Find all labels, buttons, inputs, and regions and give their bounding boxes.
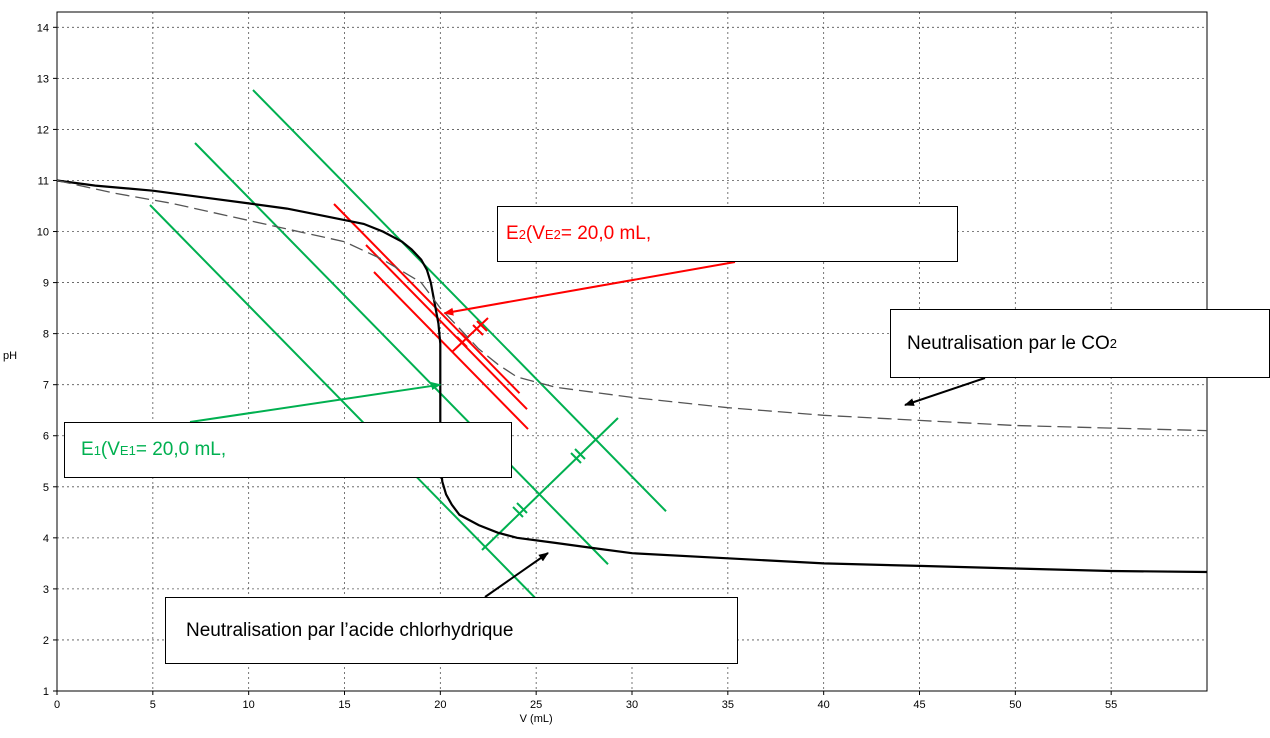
red-equal-mark: [476, 320, 488, 332]
green-perpendicular: [481, 417, 619, 551]
y-tick-label: 12: [37, 124, 49, 136]
co2-titration-curve: [56, 179, 1208, 432]
x-tick-label: 30: [626, 699, 638, 711]
y-tick-label: 13: [37, 73, 49, 85]
green-equal-mark: [512, 506, 524, 518]
green-equal-mark: [516, 502, 528, 514]
tangent-construction: [149, 89, 667, 627]
curves: [56, 179, 1208, 574]
green-tangent-upper: [252, 89, 667, 512]
e1-label-mid: (V: [100, 439, 120, 460]
y-tick-label: 10: [37, 227, 49, 239]
e2-label-main: E: [506, 223, 519, 244]
e1-label-main: E: [81, 439, 94, 460]
y-tick-label: 6: [43, 431, 49, 443]
y-tick-label: 7: [43, 380, 49, 392]
y-tick-label: 9: [43, 278, 49, 290]
tick-labels: 0 5 10 15 20 25 30 35 40 45 50 55123456789101112131…: [37, 22, 1118, 711]
red-tangent: [373, 271, 529, 430]
x-tick-label: 50: [1009, 699, 1021, 711]
co2-annotation-box: Neutralisation par le CO 2: [890, 309, 1270, 378]
red-perpendicular: [451, 317, 489, 353]
e2-label-sub: 2: [518, 226, 526, 242]
x-tick-label: 40: [818, 699, 830, 711]
x-axis-label: V (mL): [520, 713, 553, 725]
x-tick-label: 5: [150, 699, 156, 711]
e1-label-sub: 1: [93, 442, 101, 458]
co2-label: Neutralisation par le CO: [907, 332, 1110, 354]
e2-arrow: [443, 261, 736, 316]
red-equal-mark: [456, 336, 468, 348]
y-tick-label: 1: [43, 686, 49, 698]
red-equal-mark: [472, 324, 484, 336]
y-tick-label: 3: [43, 584, 49, 596]
x-tick-label: 55: [1105, 699, 1117, 711]
annotation-arrows: [189, 261, 986, 598]
green-equal-mark: [570, 452, 582, 464]
y-tick-label: 11: [38, 175, 49, 187]
e2-label-tail: = 20,0 mL,: [560, 223, 652, 244]
y-tick-label: 5: [43, 482, 49, 494]
x-tick-label: 45: [913, 699, 925, 711]
grid: [57, 12, 1207, 691]
hcl-annotation-box: Neutralisation par l’acide chlorhydrique: [165, 597, 738, 664]
green-tangent-lower: [149, 204, 564, 627]
e2-label-sub2: E2: [544, 226, 561, 242]
x-tick-label: 20: [434, 699, 446, 711]
hcl-titration-curve: [56, 179, 1208, 574]
hcl-label: Neutralisation par l’acide chlorhydrique: [186, 619, 514, 641]
red-equal-mark: [460, 332, 472, 344]
x-tick-label: 10: [243, 699, 255, 711]
x-tick-label: 35: [722, 699, 734, 711]
y-tick-label: 14: [37, 22, 49, 34]
red-tangent: [365, 244, 528, 410]
e2-label-mid: (V: [525, 223, 545, 244]
y-tick-label: 2: [43, 635, 49, 647]
x-tick-label: 15: [338, 699, 350, 711]
y-tick-label: 4: [43, 533, 49, 545]
red-tangent: [333, 203, 521, 394]
green-equal-mark: [574, 448, 586, 460]
y-axis-label: pH: [3, 350, 17, 362]
co2-label-sub: 2: [1109, 336, 1117, 351]
x-tick-label: 0: [54, 699, 60, 711]
hcl-arrow: [484, 552, 549, 598]
e1-label-tail: = 20,0 mL,: [135, 439, 227, 460]
e1-label-sub2: E1: [119, 442, 136, 458]
e1-arrow: [189, 382, 442, 423]
y-tick-label: 8: [43, 329, 49, 341]
x-tick-label: 25: [530, 699, 542, 711]
co2-arrow: [904, 377, 986, 406]
